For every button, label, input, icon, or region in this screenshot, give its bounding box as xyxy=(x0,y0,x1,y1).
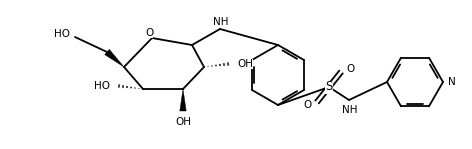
Text: OH: OH xyxy=(175,117,191,127)
Text: HO: HO xyxy=(54,29,70,39)
Text: O: O xyxy=(346,64,354,74)
Text: N: N xyxy=(448,77,456,87)
Text: OH: OH xyxy=(237,59,253,69)
Text: S: S xyxy=(325,80,333,94)
Polygon shape xyxy=(180,89,186,111)
Text: NH: NH xyxy=(213,17,229,27)
Text: O: O xyxy=(145,28,153,38)
Polygon shape xyxy=(105,49,124,67)
Text: HO: HO xyxy=(94,81,110,91)
Text: O: O xyxy=(304,100,312,110)
Text: NH: NH xyxy=(342,105,358,115)
